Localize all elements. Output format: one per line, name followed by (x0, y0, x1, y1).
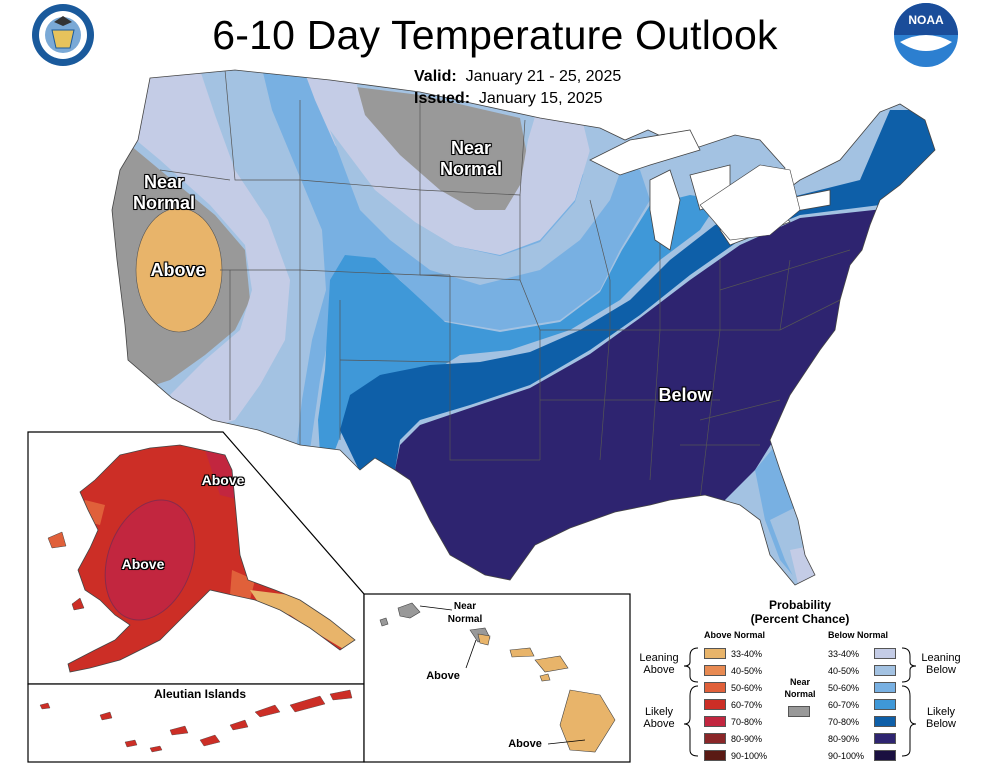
legend-above-swatch (704, 665, 726, 676)
legend-near-normal-swatch (788, 706, 810, 717)
legend-below-range: 90-100% (828, 751, 865, 761)
legend-below-swatch (874, 750, 896, 761)
aleutian-inset (27, 683, 365, 763)
legend-leaning-above: Leaning Above (639, 652, 679, 676)
legend-above-range: 33-40% (731, 649, 763, 659)
state-borders (159, 70, 851, 501)
legend-above-swatch (704, 699, 726, 710)
legend-below-swatch (874, 716, 896, 727)
legend-below-swatch (874, 733, 896, 744)
aleutian-title: Aleutian Islands (153, 687, 247, 701)
legend-likely-below: Likely Below (926, 706, 956, 730)
legend-above-swatch (704, 716, 726, 727)
canada-area (699, 164, 801, 241)
legend-below-range: 33-40% (828, 649, 860, 659)
valid-label: Valid: (414, 68, 457, 85)
issued-label: Issued: (414, 90, 471, 107)
hawaii-near-normal-label: Near Normal (447, 601, 483, 625)
legend-below-range: 60-70% (828, 700, 860, 710)
alaska-inset (27, 431, 365, 685)
legend-below-range: 40-50% (828, 666, 860, 676)
legend-above-range: 70-80% (731, 717, 763, 727)
label-north-near-normal: Near Normal (439, 138, 502, 179)
hawaii-above-label-1: Above (426, 670, 460, 682)
legend-above-range: 50-60% (731, 683, 763, 693)
label-alaska-above-2: Above (121, 556, 165, 572)
probability-legend: Probability (Percent Chance) Above Norma… (630, 596, 990, 765)
issued-value: January 15, 2025 (478, 90, 603, 107)
legend-below-swatch (874, 648, 896, 659)
legend-braces-above (683, 647, 699, 757)
legend-leaning-below: Leaning Below (921, 652, 961, 676)
issued-date: Issued: January 15, 2025 (414, 90, 603, 108)
hawaii-inset (363, 593, 631, 763)
legend-subtitle: (Percent Chance) (750, 612, 850, 626)
department-of-commerce-seal-icon (32, 4, 94, 66)
noaa-logo-icon: NOAA (894, 3, 958, 67)
legend-near-normal: Near Normal (784, 677, 816, 699)
legend-below-swatch (874, 699, 896, 710)
label-east-below: Below (658, 385, 712, 405)
page-title: 6-10 Day Temperature Outlook (212, 12, 778, 58)
legend-above-range: 60-70% (731, 700, 763, 710)
legend-below-header: Below Normal (828, 630, 889, 640)
valid-value: January 21 - 25, 2025 (465, 68, 622, 85)
legend-below-range: 50-60% (828, 683, 860, 693)
legend-above-swatch (704, 733, 726, 744)
label-west-near-normal: Near Normal (132, 172, 195, 213)
valid-dates: Valid: January 21 - 25, 2025 (414, 68, 621, 86)
legend-likely-above: Likely Above (643, 706, 675, 730)
legend-below-swatch (874, 665, 896, 676)
legend-above-swatch (704, 750, 726, 761)
legend-above-swatch (704, 648, 726, 659)
legend-above-range: 90-100% (731, 751, 768, 761)
legend-title: Probability (768, 598, 831, 612)
legend-above-header: Above Normal (704, 630, 766, 640)
label-alaska-above-1: Above (201, 472, 245, 488)
hawaii-above-label-2: Above (508, 738, 542, 750)
noaa-logo-text: NOAA (908, 13, 944, 27)
legend-above-range: 80-90% (731, 734, 763, 744)
label-west-above: Above (150, 260, 206, 280)
legend-below-range: 70-80% (828, 717, 860, 727)
legend-braces-below (901, 647, 917, 757)
legend-above-swatch (704, 682, 726, 693)
legend-below-range: 80-90% (828, 734, 860, 744)
legend-below-swatch (874, 682, 896, 693)
legend-above-range: 40-50% (731, 666, 763, 676)
conus-outline (111, 69, 936, 586)
